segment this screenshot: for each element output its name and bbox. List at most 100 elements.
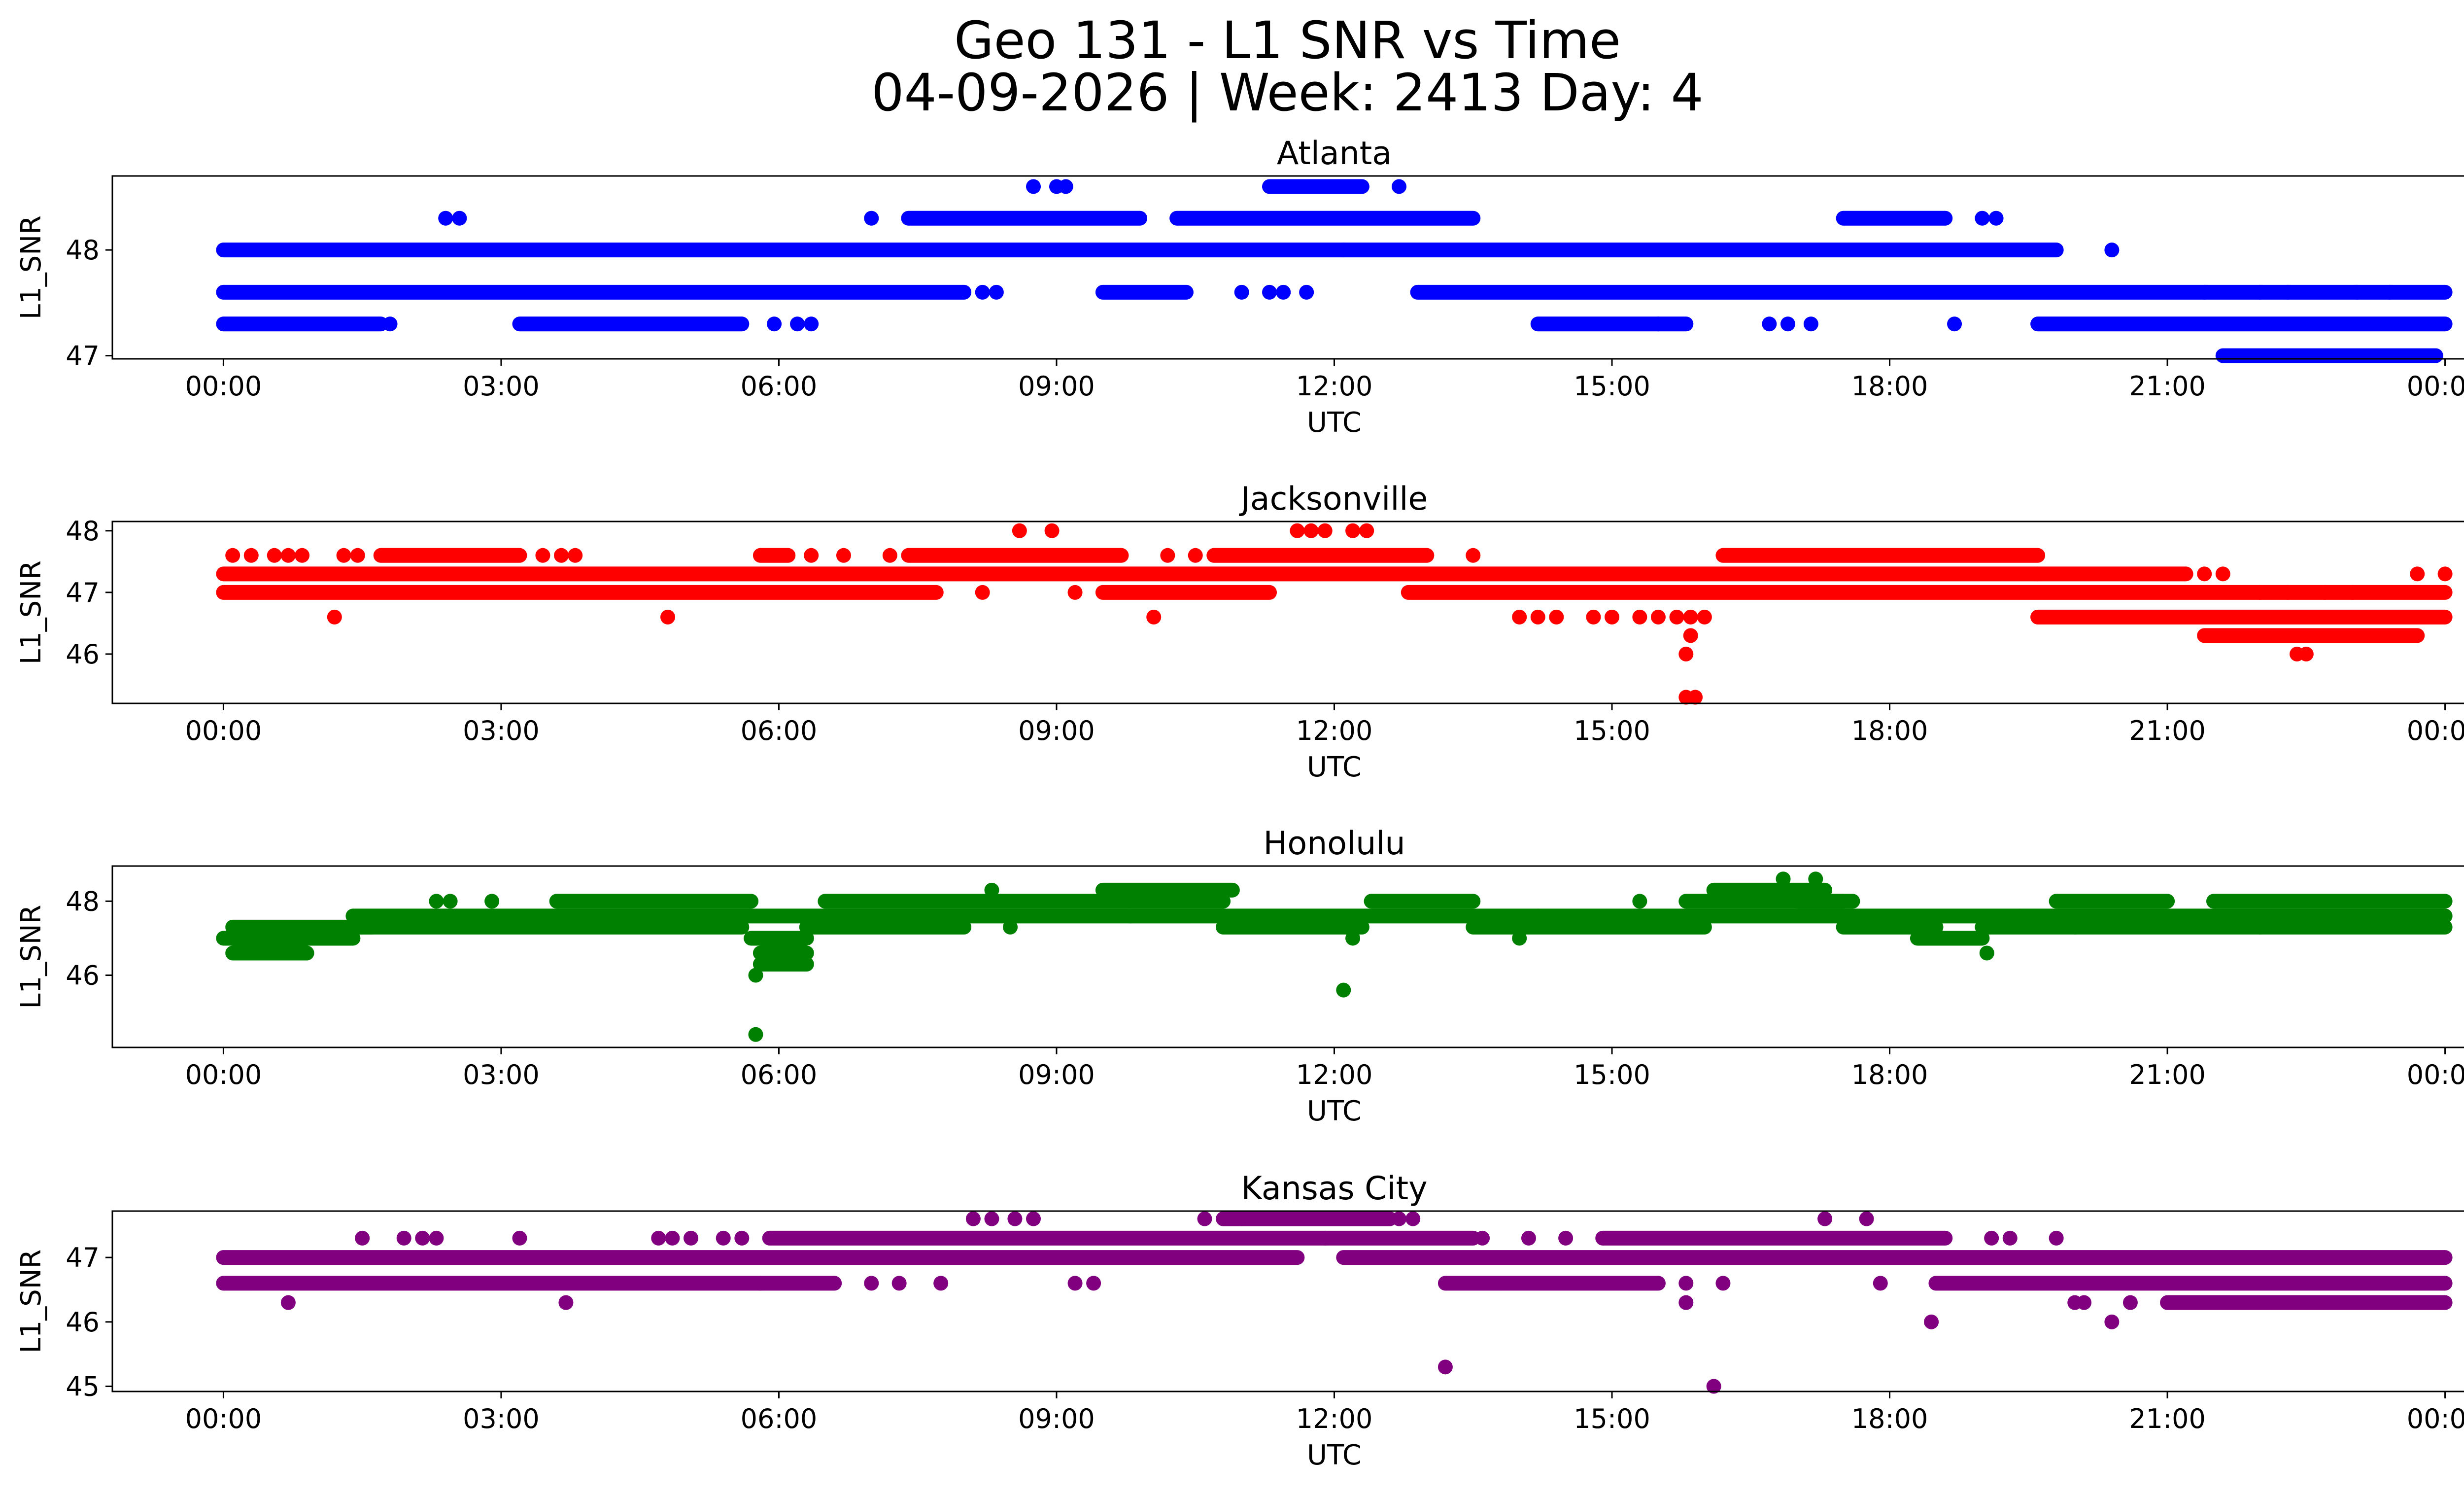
data-band [225,945,314,961]
data-point [836,548,851,563]
data-band [2252,919,2453,935]
data-band [216,931,361,946]
x-tick-label: 09:00 [1018,715,1095,746]
data-point [1530,908,1545,924]
data-point [1632,609,1647,625]
data-point [1776,871,1791,887]
x-tick-label: 06:00 [741,1403,818,1434]
data-point [684,1230,699,1246]
data-point [2410,566,2425,582]
data-band [549,894,759,909]
data-point [1067,585,1083,600]
data-band [373,548,527,563]
data-point [748,1027,763,1042]
data-point [2345,585,2360,600]
data-point [2350,284,2365,300]
data-point [1160,548,1175,563]
data-point [1290,523,1305,538]
data-point [790,316,805,332]
data-point [748,968,763,983]
x-axis-label: UTC [1307,751,1362,783]
data-point [1086,1276,1101,1291]
data-point [864,210,879,226]
data-point [568,548,583,563]
data-band [1123,908,2453,924]
data-point [665,1230,680,1246]
x-tick-label: 18:00 [1851,371,1928,402]
data-band [2049,894,2175,909]
axes-frame [111,175,2464,360]
data-band [1095,882,1240,898]
data-point [452,210,467,226]
data-point [1521,1230,1536,1246]
data-point [2104,1314,2120,1329]
y-axis-label: L1_SNR [15,904,47,1008]
data-band [1317,1230,1481,1246]
x-axis-label: UTC [1307,407,1362,439]
y-tick-label: 46 [66,960,100,991]
x-tick-label: 21:00 [2129,715,2206,746]
data-point [2382,284,2397,300]
data-band [1928,1276,2453,1291]
data-point [1317,523,1333,538]
data-band [1401,585,2453,600]
data-point [1984,1230,1999,1246]
data-point [1234,284,1249,300]
data-point [1012,523,1027,538]
data-point [396,1230,411,1246]
data-point [295,548,310,563]
data-point [1586,609,1601,625]
data-point [651,1230,666,1246]
data-point [382,316,398,332]
data-point [336,548,351,563]
data-point [660,609,676,625]
x-tick-label: 00:00 [2407,1059,2464,1090]
chart-panel-3: 00:00 03:00 06:00 09:00 12:00 15:00 18:00 21:00… [15,1170,2464,1471]
data-band [512,316,750,332]
data-point [1688,690,1703,705]
data-band [1262,179,1369,194]
data-point [1299,284,1314,300]
data-point [225,548,240,563]
data-band [1910,931,1990,946]
x-tick-label: 00:00 [185,1403,262,1434]
data-point [1632,894,1647,909]
data-point [299,945,314,961]
axes-frame [111,865,2464,1048]
data-point [327,609,342,625]
x-tick-label: 12:00 [1296,1059,1373,1090]
y-tick-label: 47 [66,1242,100,1273]
data-band [1595,1230,1953,1246]
x-tick-label: 09:00 [1018,371,1095,402]
data-point [1512,609,1527,625]
data-point [2077,1295,2092,1310]
data-point [1188,548,1203,563]
data-band [216,316,388,332]
x-tick-label: 06:00 [741,1059,818,1090]
data-point [1345,931,1361,946]
data-point [1979,945,1994,961]
data-point [1026,1211,1041,1226]
data-point [1808,871,1823,887]
data-point [1803,316,1818,332]
y-tick-label: 47 [66,577,100,608]
data-band [1715,548,2046,563]
x-tick-label: 12:00 [1296,371,1373,402]
data-band [901,210,1148,226]
data-point [1697,609,1712,625]
data-point [243,548,259,563]
data-band [1206,548,1435,563]
data-point [2104,243,2120,258]
data-point [2298,646,2314,661]
data-point [1715,1276,1731,1291]
y-tick-label: 48 [66,516,100,547]
data-point [1678,1276,1694,1291]
data-point [1859,1211,1874,1226]
data-point [1512,931,1527,946]
data-point [1605,609,1620,625]
figure-title: Geo 131 - L1 SNR vs Time [954,10,1621,70]
data-point [554,548,569,563]
x-tick-label: 21:00 [2129,371,2206,402]
data-point [1549,609,1564,625]
